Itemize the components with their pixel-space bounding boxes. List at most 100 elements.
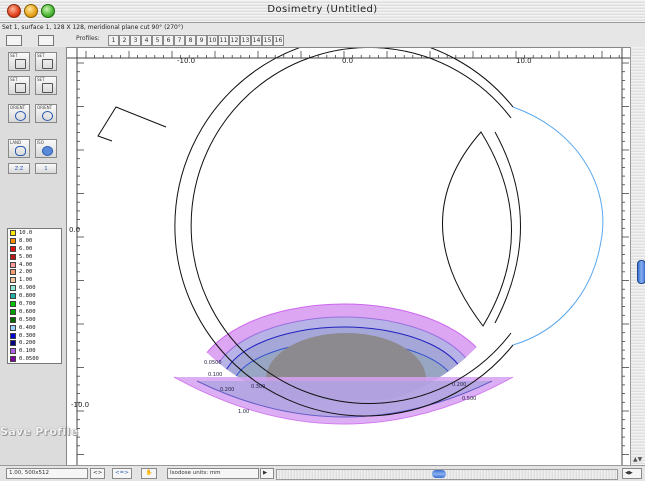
- legend-item: 0.500: [8, 316, 61, 324]
- legend-swatch: [10, 324, 16, 331]
- isodose-label: 0.100: [208, 372, 222, 378]
- legend-item: 0.400: [8, 324, 61, 332]
- set-button[interactable]: SET: [35, 52, 57, 71]
- orient-button[interactable]: ORIENT: [8, 104, 30, 123]
- title-bar[interactable]: Dosimetry (Untitled): [0, 0, 645, 23]
- scroll-arrows-icon[interactable]: ◀▶: [622, 468, 642, 479]
- legend-label: 0.100: [19, 348, 36, 355]
- minimize-window-icon[interactable]: [24, 4, 38, 18]
- top-toolbar: Profiles: 1 2 3 4 5 6 7 8 9 10 11 12 13 …: [0, 33, 645, 47]
- legend-item: 0.100: [8, 347, 61, 355]
- profile-button[interactable]: 6: [163, 35, 174, 46]
- square-view-button[interactable]: [6, 35, 22, 46]
- land-icon: [15, 146, 26, 156]
- profile-button[interactable]: 16: [273, 35, 284, 46]
- legend-label: 1.00: [19, 277, 33, 284]
- legend-swatch: [10, 300, 16, 307]
- legend-item: 1.00: [8, 276, 61, 284]
- orient-icon: [15, 111, 26, 121]
- set-button[interactable]: SET: [8, 52, 30, 71]
- profile-button[interactable]: 5: [152, 35, 163, 46]
- close-window-icon[interactable]: [7, 4, 21, 18]
- legend-swatch: [10, 277, 16, 284]
- land-button[interactable]: LAND: [8, 139, 30, 158]
- horizontal-scrollbar[interactable]: [276, 469, 618, 480]
- orient-icon: [42, 111, 53, 121]
- zoom-window-icon[interactable]: [41, 4, 55, 18]
- set-grid-icon: [42, 83, 53, 93]
- legend-item: 0.0500: [8, 355, 61, 363]
- orient-button[interactable]: ORIENT: [35, 104, 57, 123]
- zoom-readout: 1.00, 500x512: [6, 468, 88, 479]
- legend-label: 0.700: [19, 300, 36, 307]
- vertical-scroll-thumb[interactable]: [637, 260, 645, 284]
- legend-label: 0.900: [19, 285, 36, 292]
- set-tag: SET: [37, 53, 45, 58]
- status-bar: 1.00, 500x512 <> <=> ✋ Isodose units: mm…: [0, 465, 645, 481]
- isodose-label: 0.200: [452, 382, 466, 388]
- iris-outline: [494, 131, 521, 324]
- profile-button[interactable]: 2: [119, 35, 130, 46]
- land-tag: LAND: [10, 140, 22, 145]
- profile-button[interactable]: 7: [174, 35, 185, 46]
- legend-label: 2.00: [19, 269, 33, 276]
- window-title: Dosimetry (Untitled): [267, 4, 378, 15]
- zoom-control[interactable]: <=>: [112, 468, 132, 479]
- tool-palette: SET SET SET SET ORIENT ORIENT LAND ISO Z…: [0, 47, 66, 465]
- legend-item: 0.700: [8, 300, 61, 308]
- grid-view-button[interactable]: [38, 35, 54, 46]
- legend-swatch: [10, 332, 16, 339]
- channel-button[interactable]: 1: [35, 163, 57, 174]
- set-button[interactable]: SET: [35, 76, 57, 95]
- scroll-arrows-icon[interactable]: ▲▼: [633, 456, 643, 463]
- legend-swatch: [10, 285, 16, 292]
- set-tag: SET: [10, 77, 18, 82]
- horizontal-scroll-thumb[interactable]: [432, 470, 446, 478]
- profile-button[interactable]: 13: [240, 35, 251, 46]
- y-axis-label: -10.0: [71, 401, 89, 409]
- dosimetry-plot-area[interactable]: -10.0 0.0 10.0 0.0 -10.0: [66, 35, 631, 466]
- isodose-label: 0.300: [251, 384, 265, 390]
- isodose-units: Isodose units: mm: [167, 468, 259, 479]
- legend-label: 5.00: [19, 253, 33, 260]
- x-axis-label: 0.0: [342, 57, 353, 65]
- vertical-scrollbar[interactable]: ▲▼: [630, 47, 645, 465]
- eye-dose-diagram[interactable]: -10.0 0.0 10.0 0.0 -10.0: [67, 35, 631, 466]
- isodose-label: 1.00: [238, 409, 249, 415]
- units-menu-arrow[interactable]: ▶: [260, 468, 274, 479]
- profile-button[interactable]: 3: [130, 35, 141, 46]
- legend-swatch: [10, 293, 16, 300]
- legend-label: 6.00: [19, 245, 33, 252]
- set-button[interactable]: SET: [8, 76, 30, 95]
- profile-button[interactable]: 11: [218, 35, 229, 46]
- legend-item: 4.00: [8, 261, 61, 269]
- profile-button[interactable]: 4: [141, 35, 152, 46]
- profile-button[interactable]: 15: [262, 35, 273, 46]
- legend-label: 0.0500: [19, 356, 39, 363]
- legend-swatch: [10, 253, 16, 260]
- legend-label: 10.0: [19, 229, 33, 236]
- legend-swatch: [10, 269, 16, 276]
- legend-swatch: [10, 308, 16, 315]
- profile-button[interactable]: 9: [196, 35, 207, 46]
- set-tag: SET: [10, 53, 18, 58]
- legend-label: 8.00: [19, 237, 33, 244]
- set-grid-icon: [42, 59, 53, 69]
- profile-button[interactable]: 1: [108, 35, 119, 46]
- profile-button[interactable]: 10: [207, 35, 218, 46]
- ruler-left: [76, 48, 84, 466]
- pan-control[interactable]: <>: [90, 468, 106, 479]
- isodose-label: 0.0500: [204, 360, 222, 366]
- legend-item: 5.00: [8, 253, 61, 261]
- legend-label: 4.00: [19, 261, 33, 268]
- profile-button[interactable]: 14: [251, 35, 262, 46]
- profile-button[interactable]: 12: [229, 35, 240, 46]
- profiles-label: Profiles:: [76, 35, 100, 42]
- zoom-ratio-button[interactable]: Z:Z: [8, 163, 30, 174]
- lens-outline: [442, 131, 512, 327]
- profile-button[interactable]: 8: [185, 35, 196, 46]
- legend-label: 0.600: [19, 308, 36, 315]
- hand-tool-icon[interactable]: ✋: [141, 468, 157, 479]
- iso-button[interactable]: ISO: [35, 139, 57, 158]
- legend-swatch: [10, 229, 16, 236]
